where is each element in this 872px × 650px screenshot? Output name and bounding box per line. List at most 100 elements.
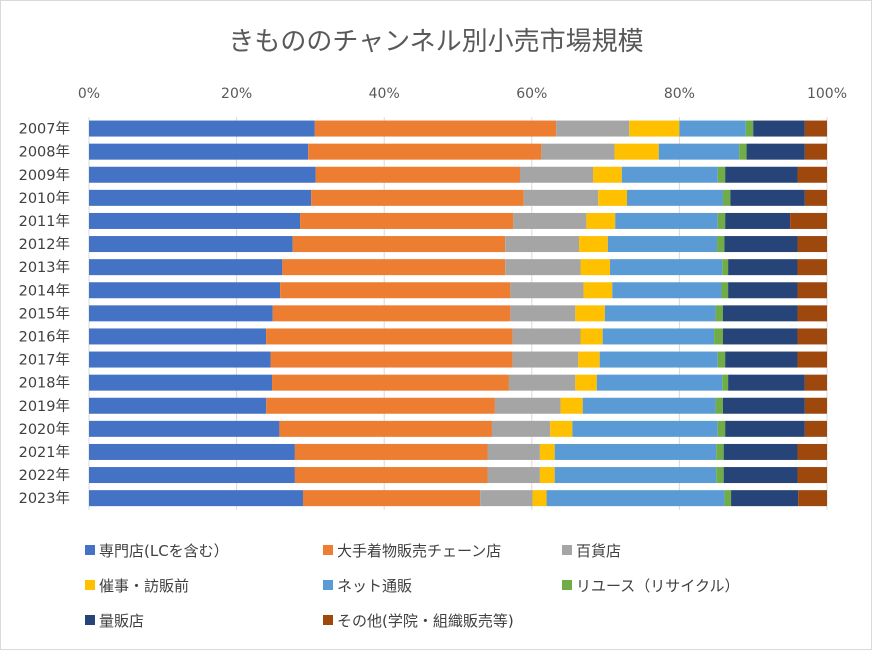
bar-2016年-series-4 — [602, 328, 715, 345]
bar-2023年-series-4 — [546, 490, 725, 507]
chart-title: きもののチャンネル別小売市場規模 — [228, 27, 643, 57]
bar-2016年-series-7 — [797, 328, 827, 345]
bar-2010年-series-1 — [311, 189, 524, 206]
bar-2014年-series-7 — [797, 282, 827, 299]
bar-2017年-series-3 — [578, 351, 600, 368]
bar-2015年-series-6 — [722, 305, 798, 322]
bar-2009年-series-7 — [797, 166, 827, 183]
bar-2020年-series-6 — [725, 420, 805, 437]
legend-swatch-3 — [85, 580, 95, 590]
bar-2018年-series-6 — [728, 374, 805, 391]
bar-2007年-series-4 — [679, 120, 746, 137]
bar-2016年-series-2 — [512, 328, 581, 345]
bar-2022年-series-6 — [723, 467, 798, 484]
bar-2022年-series-5 — [716, 467, 724, 484]
bar-2016年-series-1 — [266, 328, 513, 345]
bar-2010年-series-5 — [722, 189, 731, 206]
legend-label-3: 催事・訪販前 — [99, 577, 189, 595]
legend-label-6: 量販店 — [99, 612, 144, 630]
bar-2018年-series-4 — [596, 374, 723, 391]
y-category-label: 2010年 — [19, 190, 70, 207]
bar-2018年-series-1 — [272, 374, 509, 391]
bar-2022年-series-4 — [554, 467, 717, 484]
legend-label-4: ネット通販 — [337, 577, 412, 595]
bar-2016年-series-6 — [722, 328, 798, 345]
bar-2010年-series-7 — [804, 189, 827, 206]
bar-2015年-series-7 — [797, 305, 827, 322]
bar-2020年-series-2 — [491, 420, 551, 437]
bar-2018年-series-0 — [89, 374, 273, 391]
bar-2014年-series-2 — [510, 282, 584, 299]
bar-2022年-series-0 — [89, 467, 295, 484]
bar-2011年-series-5 — [717, 212, 726, 229]
bar-2015年-series-1 — [272, 305, 511, 322]
bar-2021年-series-0 — [89, 443, 295, 460]
bar-2023年-series-2 — [480, 490, 533, 507]
bar-2018年-series-5 — [722, 374, 729, 391]
bar-2020年-series-5 — [717, 420, 726, 437]
bar-2022年-series-7 — [797, 467, 827, 484]
bar-2008年-series-4 — [658, 143, 740, 160]
bar-2019年-series-1 — [266, 397, 495, 414]
bar-2009年-series-6 — [725, 166, 798, 183]
bar-2009年-series-5 — [717, 166, 726, 183]
bar-2010年-series-4 — [627, 189, 723, 206]
y-category-label: 2011年 — [19, 213, 70, 230]
bar-2012年-series-0 — [89, 236, 293, 253]
bar-2019年-series-0 — [89, 397, 267, 414]
bar-2012年-series-6 — [724, 236, 798, 253]
bar-2012年-series-2 — [505, 236, 580, 253]
bar-2023年-series-3 — [532, 490, 547, 507]
bar-2008年-series-7 — [804, 143, 827, 160]
bar-2017年-series-4 — [599, 351, 718, 368]
bar-2017年-series-6 — [725, 351, 798, 368]
bar-2014年-series-4 — [612, 282, 722, 299]
bar-2020年-series-7 — [804, 420, 827, 437]
legend-label-0: 専門店(LCを含む） — [99, 542, 229, 560]
bar-2007年-series-0 — [89, 120, 315, 137]
bar-2009年-series-4 — [621, 166, 718, 183]
legend-swatch-6 — [85, 615, 95, 625]
bar-2015年-series-5 — [715, 305, 723, 322]
bar-2008年-series-0 — [89, 143, 309, 160]
bars — [89, 120, 827, 507]
bar-2021年-series-6 — [723, 443, 798, 460]
bar-2013年-series-7 — [797, 259, 827, 276]
bar-2021年-series-4 — [554, 443, 717, 460]
bar-2023年-series-7 — [798, 490, 827, 507]
bar-2010年-series-6 — [730, 189, 805, 206]
bar-2022年-series-1 — [294, 467, 488, 484]
bar-2019年-series-5 — [715, 397, 723, 414]
bar-2021年-series-1 — [294, 443, 488, 460]
bar-2011年-series-3 — [586, 212, 616, 229]
legend-label-5: リユース（リサイクル） — [576, 577, 740, 595]
bar-2017年-series-0 — [89, 351, 271, 368]
y-category-label: 2019年 — [19, 398, 70, 415]
bar-2013年-series-6 — [728, 259, 798, 276]
bar-2009年-series-2 — [519, 166, 594, 183]
bar-2012年-series-1 — [292, 236, 506, 253]
legend-swatch-7 — [323, 615, 333, 625]
bar-2008年-series-2 — [541, 143, 615, 160]
bar-2018年-series-2 — [508, 374, 576, 391]
bar-2022年-series-3 — [539, 467, 555, 484]
y-category-label: 2022年 — [19, 467, 70, 484]
bar-2012年-series-3 — [579, 236, 608, 253]
bar-2017年-series-7 — [797, 351, 827, 368]
y-category-label: 2018年 — [19, 375, 70, 392]
legend-swatch-0 — [85, 545, 95, 555]
bar-2008年-series-5 — [739, 143, 747, 160]
y-category-label: 2014年 — [19, 282, 70, 299]
bar-2016年-series-5 — [714, 328, 723, 345]
bar-2013年-series-3 — [580, 259, 611, 276]
bar-2020年-series-3 — [550, 420, 573, 437]
bar-2013年-series-1 — [282, 259, 506, 276]
bar-2021年-series-3 — [539, 443, 555, 460]
bar-2011年-series-0 — [89, 212, 301, 229]
bar-2008年-series-1 — [308, 143, 542, 160]
bar-2008年-series-6 — [746, 143, 805, 160]
x-tick-label: 60% — [516, 86, 547, 102]
